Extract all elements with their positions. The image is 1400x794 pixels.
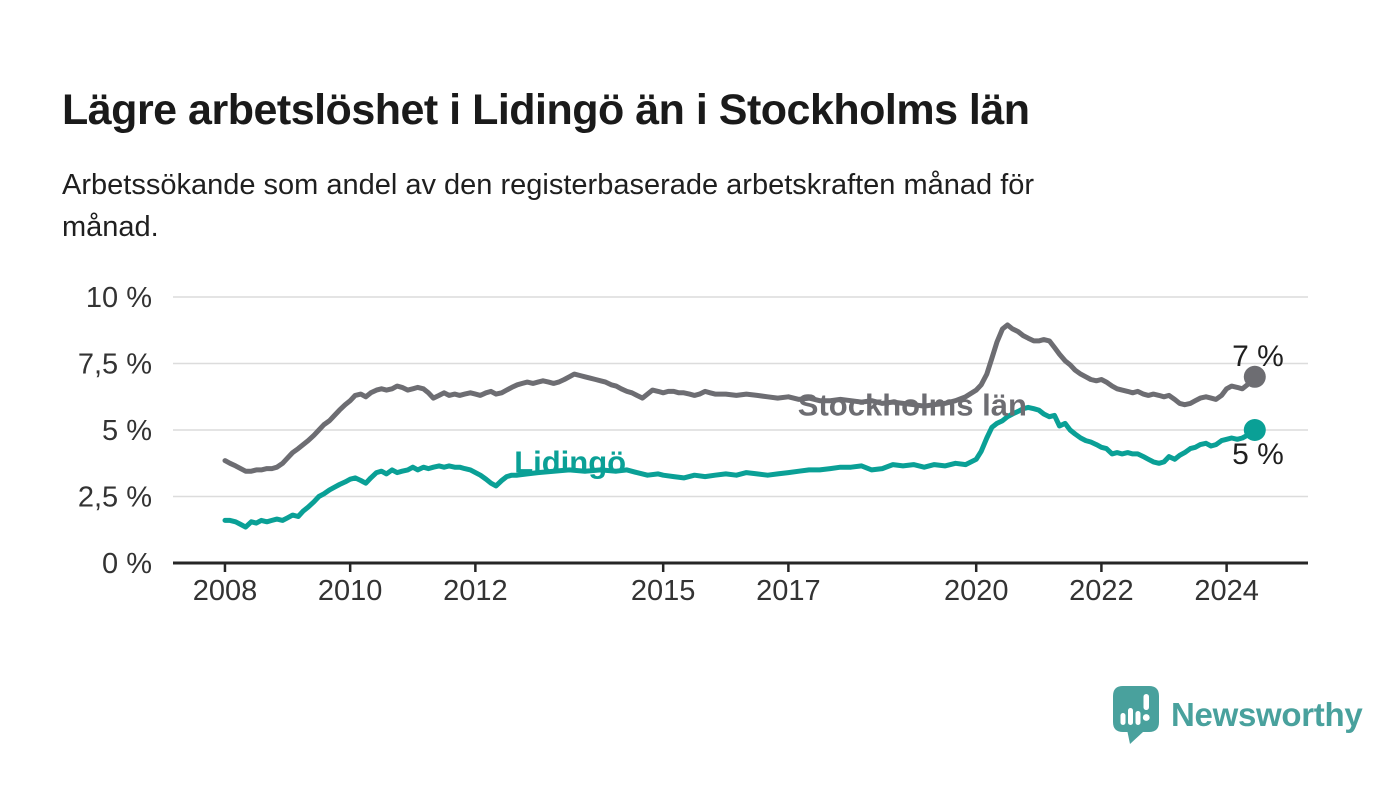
x-tick-label-2024: 2024 — [1194, 575, 1259, 607]
end-value-label-5: 5 % — [1232, 438, 1284, 471]
newsworthy-logo-icon — [1113, 686, 1159, 744]
unemployment-line-chart: 2008 2010 2012 2015 2017 2020 2022 2024 0 % 2,5 … — [78, 282, 1308, 607]
y-tick-label-0: 0 % — [102, 548, 152, 580]
x-axis-group: 2008 2010 2012 2015 2017 2020 2022 2024 — [193, 563, 1259, 607]
x-tick-label-2008: 2008 — [193, 575, 258, 607]
series-lines-group — [222, 322, 1266, 530]
subtitle-line-2: månad. — [62, 211, 159, 243]
y-tick-label-2.5: 2,5 % — [78, 482, 152, 514]
series-line-stockholms-l-n — [222, 322, 1258, 474]
annotations-group: Stockholms län 7 % Lidingö 5 % — [514, 340, 1284, 479]
end-value-label-7: 7 % — [1232, 340, 1284, 373]
x-tick-label-2022: 2022 — [1069, 575, 1134, 607]
gridlines-group — [173, 296, 1308, 565]
x-tick-label-2015: 2015 — [631, 575, 696, 607]
end-dot-stockholms-l-n — [1243, 365, 1266, 388]
y-tick-label-5: 5 % — [102, 415, 152, 447]
page-subtitle: Arbetssökande som andel av den registerb… — [62, 164, 1342, 248]
page-title: Lägre arbetslöshet i Lidingö än i Stockh… — [62, 85, 1030, 134]
series-label-stockholms-l-n: Stockholms län — [798, 388, 1027, 423]
brand-name: Newsworthy — [1171, 696, 1363, 733]
y-tick-label-10: 10 % — [86, 282, 152, 314]
y-axis-labels-group: 0 % 2,5 % 5 % 7,5 % 10 % — [78, 282, 152, 580]
x-tick-label-2017: 2017 — [756, 575, 821, 607]
series-line-liding- — [222, 404, 1258, 530]
subtitle-line-1: Arbetssökande som andel av den registerb… — [62, 169, 1035, 201]
end-dot-liding- — [1243, 419, 1266, 441]
x-tick-label-2010: 2010 — [318, 575, 383, 607]
x-tick-label-2012: 2012 — [443, 575, 508, 607]
series-label-liding-: Lidingö — [514, 444, 626, 479]
y-tick-label-7.5: 7,5 % — [78, 349, 152, 381]
x-tick-label-2020: 2020 — [944, 575, 1009, 607]
newsworthy-brand: Newsworthy — [1113, 686, 1363, 744]
